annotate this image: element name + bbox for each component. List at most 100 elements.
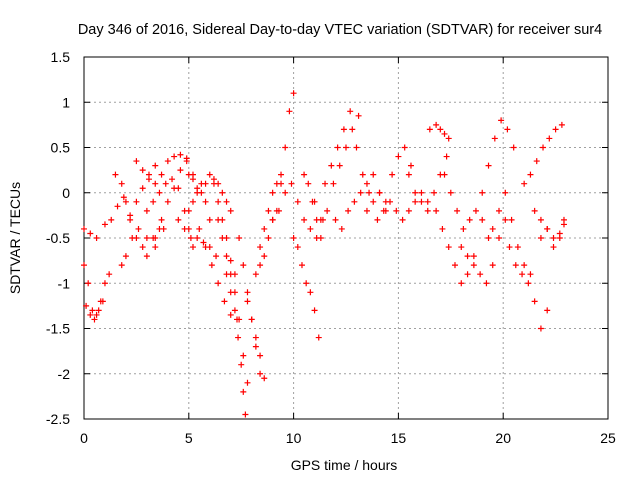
- data-series: [506, 244, 551, 332]
- x-axis-label: GPS time / hours: [291, 457, 398, 473]
- x-tick-label: 20: [495, 430, 511, 446]
- data-point: [498, 117, 505, 124]
- data-point: [133, 198, 140, 205]
- data-point: [443, 153, 450, 160]
- data-point: [257, 370, 264, 377]
- data-point: [405, 207, 412, 214]
- data-point: [164, 158, 171, 165]
- data-series: [81, 162, 159, 241]
- data-point: [87, 230, 94, 237]
- data-point: [353, 144, 360, 151]
- data-point: [127, 216, 134, 223]
- data-point: [265, 207, 272, 214]
- data-point: [122, 253, 129, 260]
- data-point: [275, 207, 282, 214]
- data-point: [527, 271, 534, 278]
- data-point: [533, 158, 540, 165]
- data-point: [215, 198, 222, 205]
- data-point: [324, 207, 331, 214]
- data-point: [181, 225, 188, 232]
- data-point: [269, 216, 276, 223]
- data-point: [363, 180, 370, 187]
- data-point: [301, 216, 308, 223]
- data-point: [512, 262, 519, 269]
- data-point: [363, 207, 370, 214]
- data-point: [261, 375, 268, 382]
- data-point: [227, 257, 234, 264]
- data-point: [426, 126, 433, 133]
- data-series: [363, 144, 414, 214]
- data-point: [537, 325, 544, 332]
- data-point: [244, 379, 251, 386]
- data-point: [334, 144, 341, 151]
- tick-marks: [83, 56, 609, 420]
- data-point: [433, 121, 440, 128]
- data-point: [278, 171, 285, 178]
- data-point: [552, 126, 559, 133]
- x-tick-label: 10: [286, 430, 302, 446]
- data-series: [311, 112, 362, 223]
- data-series: [223, 271, 249, 418]
- data-point: [558, 121, 565, 128]
- data-point: [479, 216, 486, 223]
- data-series: [441, 171, 492, 241]
- data-point: [307, 225, 314, 232]
- data-point: [322, 180, 329, 187]
- data-point: [269, 189, 276, 196]
- data-point: [336, 162, 343, 169]
- data-point: [345, 207, 352, 214]
- data-point: [349, 126, 356, 133]
- data-point: [521, 262, 528, 269]
- data-point: [470, 253, 477, 260]
- data-point: [235, 334, 242, 341]
- data-point: [489, 262, 496, 269]
- data-point: [347, 108, 354, 115]
- data-series: [322, 108, 373, 196]
- data-point: [405, 171, 412, 178]
- data-point: [202, 180, 209, 187]
- data-point: [152, 180, 159, 187]
- data-point: [531, 207, 538, 214]
- data-point: [171, 153, 178, 160]
- data-point: [311, 198, 318, 205]
- data-point: [357, 189, 364, 196]
- data-point: [510, 144, 517, 151]
- data-point: [244, 298, 251, 305]
- data-point: [458, 280, 465, 287]
- data-point: [177, 167, 184, 174]
- data-point: [139, 185, 146, 192]
- data-point: [219, 189, 226, 196]
- data-point: [506, 244, 513, 251]
- data-point: [81, 225, 87, 232]
- data-point: [143, 253, 150, 260]
- data-point: [91, 316, 98, 323]
- data-point: [257, 262, 264, 269]
- y-tick-label: -1.5: [46, 321, 70, 337]
- data-point: [370, 198, 377, 205]
- data-point: [221, 298, 228, 305]
- data-point: [514, 244, 521, 251]
- data-point: [200, 239, 207, 246]
- data-point: [261, 225, 268, 232]
- data-point: [441, 130, 448, 137]
- data-point: [101, 221, 108, 228]
- data-point: [135, 225, 142, 232]
- data-point: [106, 271, 113, 278]
- data-point: [95, 307, 102, 314]
- data-series: [537, 216, 567, 251]
- data-point: [464, 271, 471, 278]
- data-point: [223, 271, 230, 278]
- data-point: [122, 198, 129, 205]
- data-point: [114, 203, 121, 210]
- data-point: [370, 171, 377, 178]
- data-point: [175, 216, 182, 223]
- data-point: [189, 244, 196, 251]
- data-point: [248, 316, 255, 323]
- y-tick-label: -2: [58, 366, 71, 382]
- data-point: [223, 198, 230, 205]
- data-point: [412, 198, 419, 205]
- y-tick-label: -0.5: [46, 230, 70, 246]
- data-point: [489, 225, 496, 232]
- data-point: [424, 207, 431, 214]
- data-series: [244, 298, 268, 382]
